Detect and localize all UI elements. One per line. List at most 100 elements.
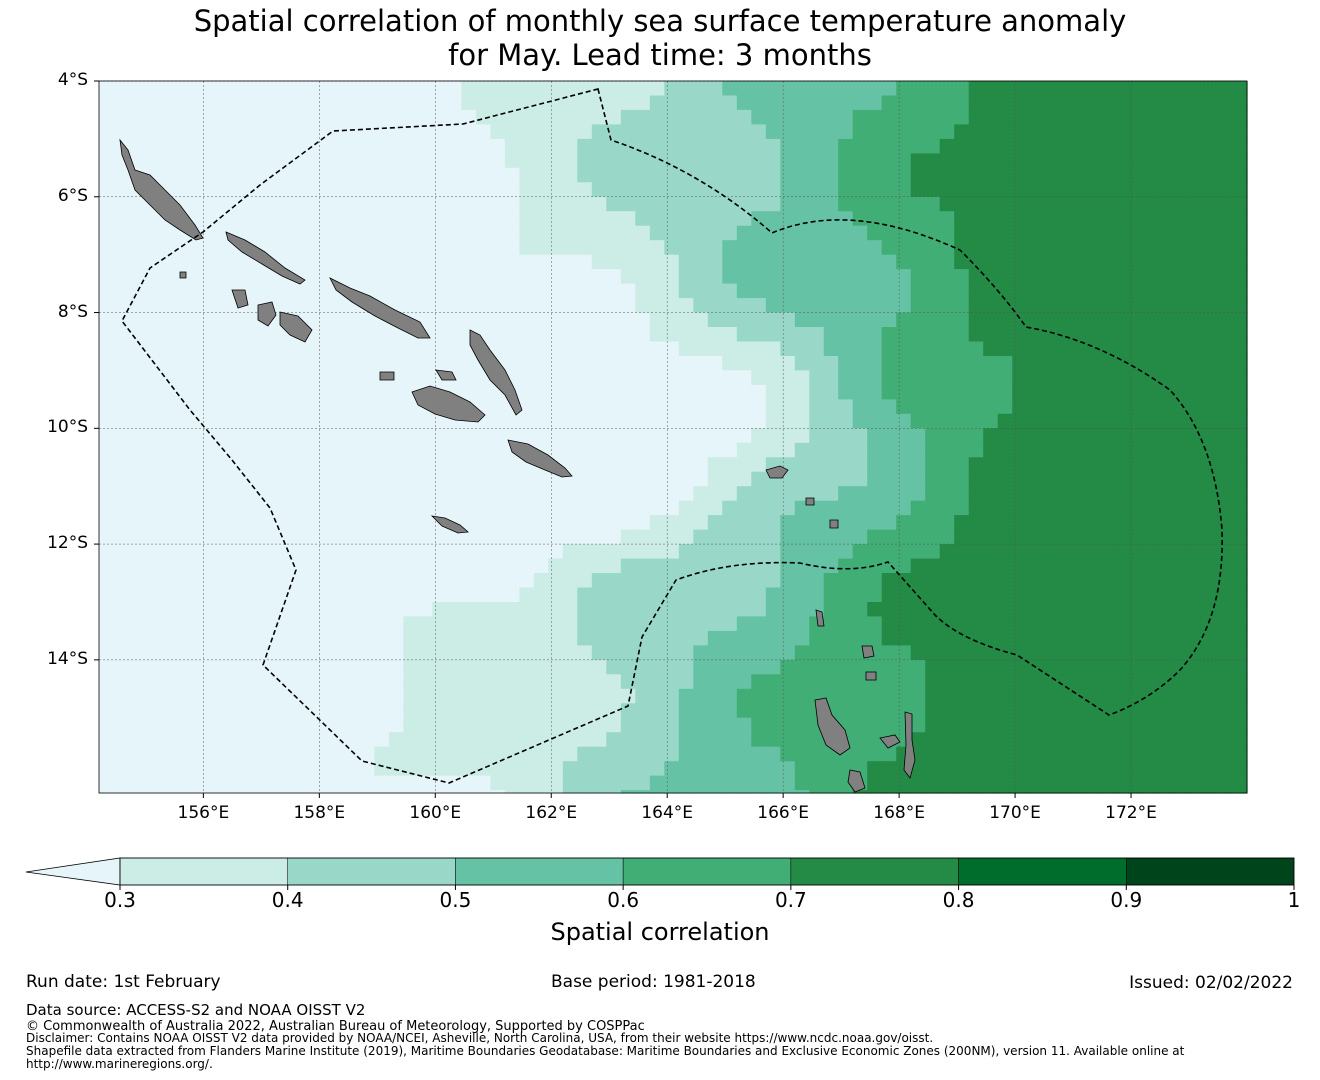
heat-cell [722, 659, 738, 675]
heat-cell [113, 182, 129, 198]
heat-cell [186, 81, 202, 97]
heat-cell [809, 356, 825, 372]
heat-cell [475, 717, 491, 733]
heat-cell [983, 746, 999, 762]
heat-cell [1171, 196, 1187, 212]
heat-cell [403, 283, 419, 299]
heat-cell [128, 645, 144, 661]
heat-cell [591, 81, 607, 97]
heat-cell [1171, 573, 1187, 589]
heat-cell [243, 283, 259, 299]
heat-cell [475, 225, 491, 241]
heat-cell [272, 573, 288, 589]
heat-cell [1012, 471, 1028, 487]
heat-cell [99, 153, 115, 169]
heat-cell [403, 95, 419, 111]
heat-cell [852, 500, 868, 516]
heat-cell [707, 587, 723, 603]
heat-cell [997, 674, 1013, 690]
heat-cell [403, 659, 419, 675]
heat-cell [113, 298, 129, 314]
heat-cell [243, 761, 259, 777]
heat-cell [620, 688, 636, 704]
heat-cell [142, 95, 158, 111]
heat-cell [867, 573, 883, 589]
heat-cell [301, 428, 317, 444]
heat-cell [809, 384, 825, 400]
heat-cell [359, 413, 375, 429]
heat-cell [258, 616, 274, 632]
heat-cell [1026, 616, 1042, 632]
heat-cell [215, 515, 231, 531]
heat-cell [925, 341, 941, 357]
heat-cell [794, 399, 810, 415]
heat-cell [490, 211, 506, 227]
heat-cell [243, 544, 259, 560]
heat-cell [823, 182, 839, 198]
heat-cell [997, 399, 1013, 415]
heat-cell [519, 761, 535, 777]
heat-cell [707, 659, 723, 675]
heat-cell [1142, 500, 1158, 516]
heat-cell [591, 775, 607, 791]
heat-cell [548, 138, 564, 154]
heat-cell [620, 558, 636, 574]
heat-cell [1084, 544, 1100, 560]
heat-cell [1128, 356, 1144, 372]
heat-cell [1070, 428, 1086, 444]
heat-cell [577, 703, 593, 719]
heat-cell [1171, 370, 1187, 386]
heat-cell [751, 81, 767, 97]
heat-cell [446, 558, 462, 574]
heat-cell [432, 630, 448, 646]
island-rennell [430, 515, 469, 534]
heat-cell [345, 109, 361, 125]
heat-cell [215, 457, 231, 473]
heat-cell [1099, 428, 1115, 444]
heat-cell [461, 775, 477, 791]
heat-cell [1084, 269, 1100, 285]
heat-cell [838, 109, 854, 125]
heat-cell [1142, 630, 1158, 646]
heat-cell [722, 630, 738, 646]
heat-cell [461, 529, 477, 545]
heat-cell [867, 283, 883, 299]
heat-cell [157, 225, 173, 241]
heat-cell [330, 138, 346, 154]
heat-cell [1084, 645, 1100, 661]
heat-cell [780, 211, 796, 227]
heat-cell [171, 674, 187, 690]
heat-cell [388, 500, 404, 516]
heat-cell [635, 95, 651, 111]
heat-cell [823, 500, 839, 516]
heat-cell [591, 182, 607, 198]
heat-cell [562, 138, 578, 154]
heat-cell [99, 471, 115, 487]
heat-cell [330, 515, 346, 531]
heat-cell [896, 630, 912, 646]
heat-cell [852, 602, 868, 618]
heat-cell [1070, 544, 1086, 560]
heat-cell [374, 240, 390, 256]
heat-cell [1142, 602, 1158, 618]
heat-cell [171, 630, 187, 646]
heat-cell [1244, 688, 1248, 704]
heat-cell [504, 688, 520, 704]
heat-cell [838, 327, 854, 343]
heat-cell [1026, 645, 1042, 661]
heat-cell [664, 602, 680, 618]
heat-cell [1070, 442, 1086, 458]
heat-cell [388, 240, 404, 256]
heat-cell [1113, 124, 1129, 140]
heat-cell [374, 182, 390, 198]
heat-cell [809, 442, 825, 458]
heat-cell [1157, 428, 1173, 444]
heat-cell [1055, 529, 1071, 545]
heat-cell [359, 124, 375, 140]
heat-cell [157, 645, 173, 661]
heat-cell [272, 428, 288, 444]
heat-cell [954, 356, 970, 372]
heat-cell [461, 732, 477, 748]
heat-cell [954, 616, 970, 632]
heat-cell [461, 167, 477, 183]
